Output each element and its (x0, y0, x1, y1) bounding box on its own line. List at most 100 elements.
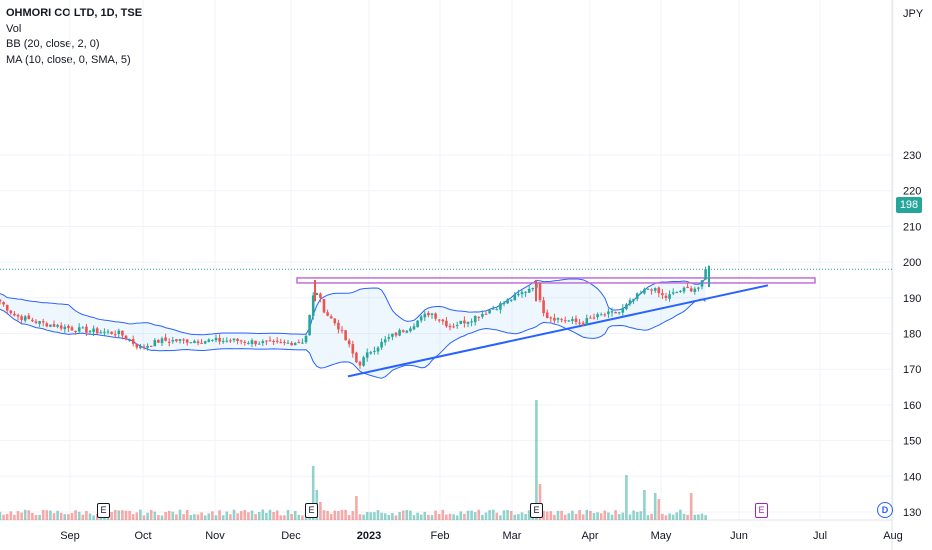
volume-bar (448, 513, 452, 520)
volume-bar (52, 513, 56, 520)
candle-body (398, 330, 401, 336)
legend-symbol[interactable]: OHMORI CO LTD, 1D, TSE (6, 7, 143, 19)
x-tick-label: Mar (503, 530, 522, 542)
volume-bar (387, 514, 391, 520)
candle-body (92, 328, 95, 332)
candle-body (283, 342, 286, 344)
dividend-marker[interactable]: E (755, 503, 768, 518)
candle-body (124, 335, 128, 340)
candle-body (200, 342, 203, 344)
candle-body (135, 343, 139, 348)
candle-body (614, 311, 617, 314)
volume-bar (427, 514, 430, 520)
volume-bar (376, 510, 380, 520)
volume-bar (56, 510, 59, 520)
volume-bar (394, 515, 398, 520)
volume-bar (398, 512, 401, 520)
volume-bar (254, 513, 257, 520)
volume-bar (549, 511, 553, 520)
earnings-marker-2[interactable]: E (305, 503, 318, 518)
legend-ma[interactable]: MA (10, close, 0, SMA, 5) (6, 53, 131, 66)
x-tick-label: Apr (581, 530, 598, 542)
volume-bar (153, 511, 157, 520)
candle-body (477, 316, 481, 318)
volume-bar (571, 510, 574, 520)
candle-body (157, 339, 160, 343)
earnings-marker-3[interactable]: E (530, 503, 543, 518)
candle-body (617, 312, 621, 314)
volume-bar (182, 514, 185, 520)
volume-bar (452, 514, 455, 520)
candle-body (225, 340, 229, 342)
legend-vol[interactable]: Vol (6, 22, 22, 35)
candle-body (70, 327, 74, 331)
volume-bar (700, 513, 704, 520)
candle-body (571, 319, 574, 321)
candle-body (103, 331, 106, 333)
volume-bar (128, 510, 131, 520)
candle-body (643, 289, 646, 294)
candle-body (164, 337, 167, 341)
candle-body (650, 289, 653, 291)
earnings-marker-1[interactable]: E (97, 503, 110, 518)
volume-bar (178, 509, 182, 520)
candle-body (686, 286, 689, 289)
volume-bar (2, 514, 5, 520)
volume-bar (247, 512, 250, 520)
session-marker[interactable]: D (877, 502, 893, 518)
volume-bar (265, 512, 268, 520)
volume-bar (326, 511, 329, 520)
volume-bar (243, 510, 247, 520)
candle-body (243, 341, 247, 343)
volume-bar (675, 512, 679, 520)
volume-bar (484, 512, 488, 520)
candle-body (340, 329, 344, 331)
candle-body (542, 300, 545, 314)
volume-bar (16, 511, 20, 520)
candle-body (236, 338, 239, 341)
volume-bar (193, 514, 196, 520)
volume-bar (290, 514, 293, 520)
candle-body (405, 330, 409, 333)
candle-body (416, 320, 419, 328)
candle-body (254, 340, 257, 345)
volume-bar (646, 515, 650, 520)
candle-body (603, 314, 607, 316)
candle-body (391, 333, 394, 337)
legend-bb[interactable]: BB (20, close, 2, 0) (6, 38, 100, 50)
y-tick-label: 170 (903, 364, 921, 376)
volume-bar (365, 512, 369, 520)
candle-body (272, 341, 275, 343)
candle-body (513, 294, 517, 301)
candle-body (59, 325, 63, 329)
volume-bar (661, 513, 664, 520)
candle-body (689, 288, 693, 292)
volume-bar (301, 515, 304, 520)
candle-body (430, 313, 434, 315)
bollinger-lower (0, 298, 706, 379)
candle-body (293, 343, 297, 346)
candle-body (250, 340, 254, 344)
candle-body (427, 312, 430, 316)
candle-body (596, 314, 599, 318)
volume-bar (41, 509, 45, 520)
volume-bar (225, 511, 229, 520)
volume-bar (45, 510, 49, 520)
candle-body (682, 287, 686, 292)
candle-body (473, 316, 477, 323)
candle-body (621, 308, 625, 313)
candle-body (700, 280, 704, 287)
volume-bar (686, 514, 689, 520)
candle-body (466, 321, 470, 324)
candle-body (45, 323, 49, 327)
candle-body (463, 320, 466, 324)
candle-body (531, 288, 535, 290)
candle-body (679, 290, 682, 292)
candle-body (265, 340, 268, 342)
candle-body (16, 314, 20, 317)
volume-bar (589, 510, 592, 520)
candle-body (286, 342, 290, 344)
volume-bar (506, 510, 509, 520)
volume-bar (542, 510, 545, 520)
